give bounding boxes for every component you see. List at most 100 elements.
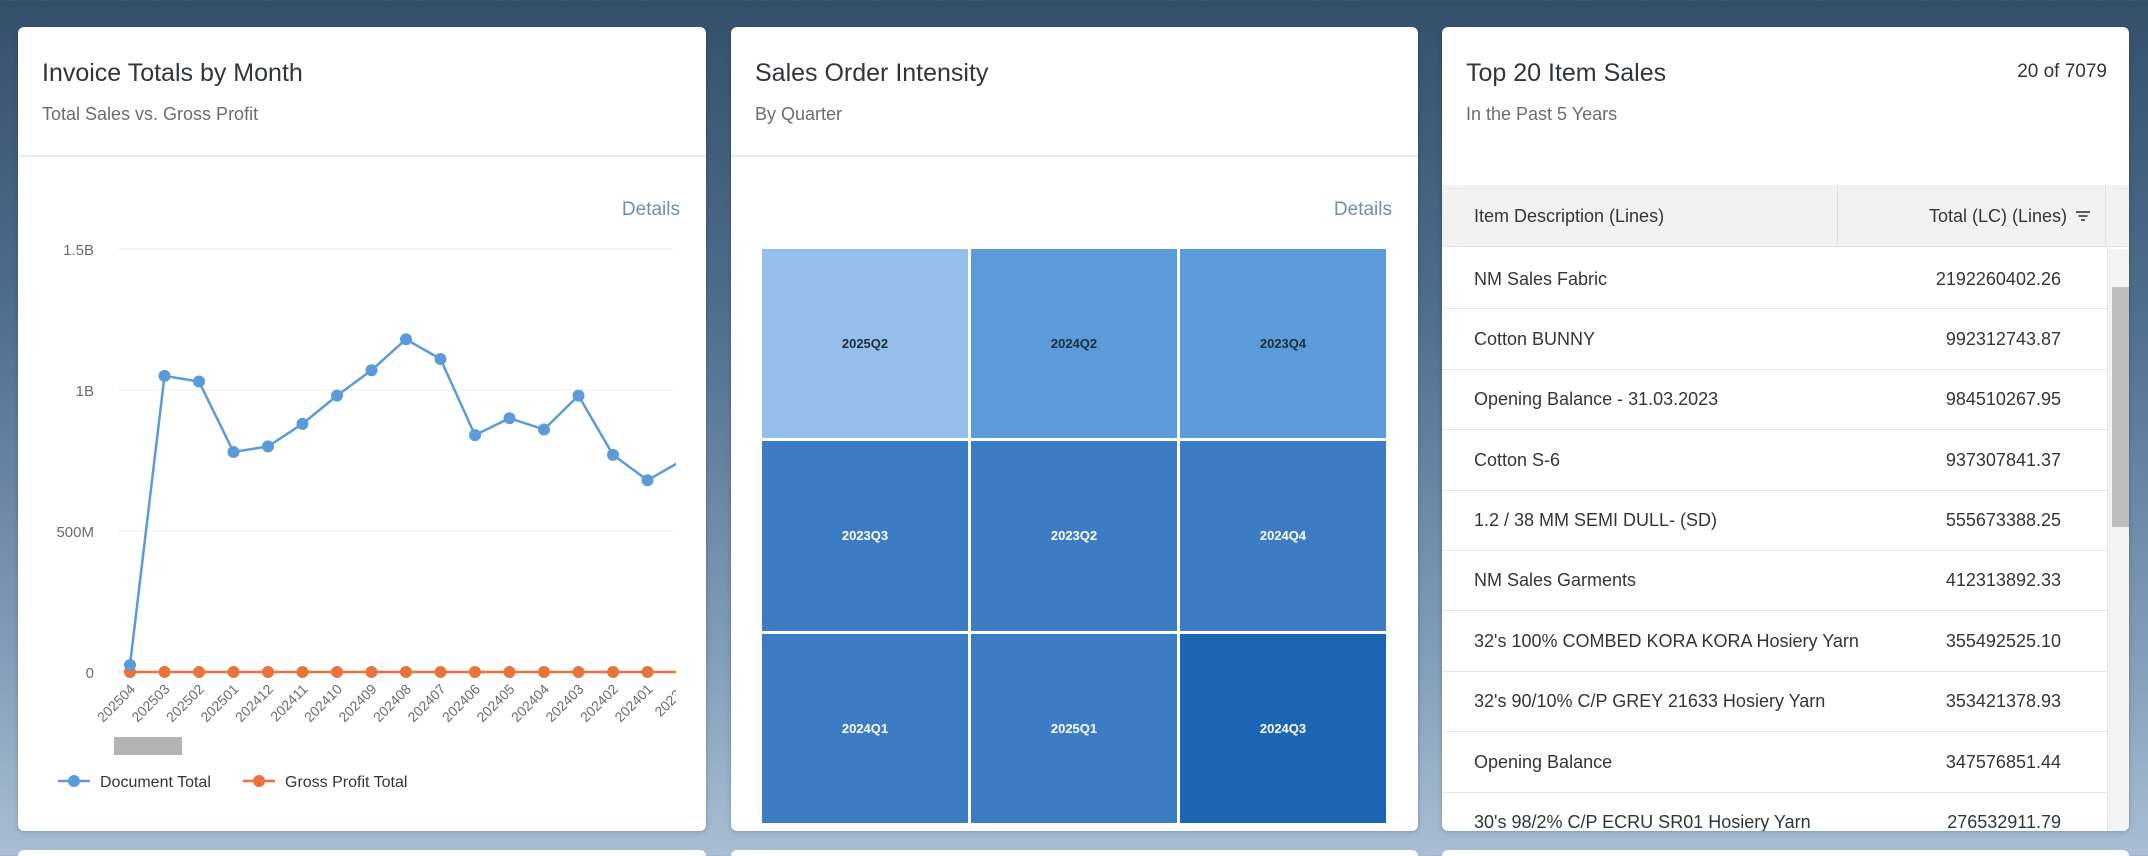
data-point bbox=[158, 666, 171, 678]
item-description-cell: Opening Balance bbox=[1474, 751, 1613, 772]
column-divider bbox=[1837, 185, 1838, 247]
quarter-heatmap: 2025Q2 2024Q2 2023Q4 2023Q3 2023Q2 2024Q4 2024… bbox=[762, 249, 1386, 823]
invoice-line-chart: 1.5B 1B 500M 020250420250320250220250120241… bbox=[56, 242, 690, 791]
column-divider bbox=[2105, 185, 2106, 247]
intensity-card-title: Sales Order Intensity bbox=[755, 59, 989, 87]
data-point bbox=[503, 666, 516, 678]
item-description-cell: 30's 98/2% C/P ECRU SR01 Hosiery Yarn bbox=[1474, 812, 1811, 831]
data-point bbox=[124, 658, 136, 671]
table-row[interactable]: Cotton S-6 937307841.37 bbox=[1442, 430, 2107, 491]
series-line bbox=[128, 337, 676, 666]
column-header-item-description[interactable]: Item Description (Lines) bbox=[1474, 206, 1665, 226]
data-point bbox=[365, 364, 378, 377]
data-point bbox=[572, 389, 585, 402]
x-axis-scroll-indicator bbox=[114, 737, 182, 755]
data-point bbox=[400, 333, 412, 346]
y-tick-label: 1B bbox=[76, 383, 94, 400]
column-header-total[interactable]: Total (LC) (Lines) bbox=[1928, 206, 2067, 226]
data-point bbox=[262, 666, 274, 678]
item-sales-table-body: NM Sales Fabric 2192260402.26 Cotton BUNNY… bbox=[1442, 249, 2107, 831]
bottom-card-middle bbox=[731, 850, 1418, 856]
data-point bbox=[331, 666, 343, 678]
top-items-card-header: Top 20 Item Sales In the Past 5 Years 20… bbox=[1442, 27, 2129, 157]
table-row[interactable]: 32's 90/10% C/P GREY 21633 Hosiery Yarn 3… bbox=[1442, 672, 2107, 733]
legend-item: Document Total bbox=[58, 774, 211, 791]
y-tick-label: 0 bbox=[86, 665, 94, 682]
invoice-details-link[interactable]: Details bbox=[621, 199, 680, 220]
bottom-card-right bbox=[1442, 850, 2129, 856]
table-row[interactable]: 30's 98/2% C/P ECRU SR01 Hosiery Yarn 276… bbox=[1442, 793, 2107, 831]
item-description-cell: Cotton S-6 bbox=[1474, 449, 1561, 470]
heatmap-cell-2024q3[interactable]: 2024Q3 bbox=[1180, 633, 1386, 823]
plot-area bbox=[124, 333, 688, 678]
data-point bbox=[193, 666, 205, 678]
table-row[interactable]: Opening Balance 347576851.44 bbox=[1442, 732, 2107, 793]
y-tick-label: 1.5B bbox=[63, 242, 94, 259]
invoice-card-subtitle: Total Sales vs. Gross Profit bbox=[42, 104, 259, 124]
item-description-cell: Cotton BUNNY bbox=[1474, 328, 1596, 349]
x-tick-label: 202412 bbox=[232, 681, 276, 725]
heatmap-cell-2024q2[interactable]: 2024Q2 bbox=[971, 249, 1177, 439]
intensity-details-link[interactable]: Details bbox=[1333, 199, 1392, 220]
heatmap-cell-2025q1[interactable]: 2025Q1 bbox=[971, 633, 1177, 823]
data-point bbox=[193, 375, 205, 388]
heatmap-cell-2023q4[interactable]: 2023Q4 bbox=[1180, 249, 1386, 439]
data-point bbox=[227, 446, 240, 459]
data-point bbox=[641, 474, 654, 487]
legend-item: Gross Profit Total bbox=[243, 774, 407, 791]
invoice-card-header: Invoice Totals by Month Total Sales vs. … bbox=[18, 27, 706, 157]
data-point bbox=[296, 417, 309, 430]
data-point bbox=[641, 666, 654, 678]
heatmap-cell-2024q1[interactable]: 2024Q1 bbox=[762, 633, 968, 823]
data-point bbox=[538, 423, 550, 436]
total-cell: 937307841.37 bbox=[1945, 449, 2061, 470]
data-point bbox=[676, 666, 688, 678]
scrollbar-thumb[interactable] bbox=[2112, 287, 2129, 527]
total-cell: 992312743.87 bbox=[1945, 328, 2061, 349]
data-point bbox=[469, 429, 481, 442]
table-scrollbar[interactable] bbox=[2107, 249, 2129, 831]
data-point bbox=[158, 369, 171, 382]
data-point bbox=[227, 666, 240, 678]
data-point bbox=[434, 666, 447, 678]
table-row[interactable]: 1.2 / 38 MM SEMI DULL- (SD) 555673388.25 bbox=[1442, 491, 2107, 551]
item-description-cell: NM Sales Garments bbox=[1474, 570, 1637, 591]
total-cell: 412313892.33 bbox=[1945, 570, 2061, 591]
total-cell: 347576851.44 bbox=[1945, 751, 2061, 772]
intensity-card-header: Sales Order Intensity By Quarter bbox=[731, 27, 1418, 157]
heatmap-cell-2023q2[interactable]: 2023Q2 bbox=[971, 441, 1177, 631]
bottom-card-left bbox=[18, 850, 706, 856]
item-count: 20 of 7079 bbox=[2017, 61, 2107, 82]
table-row[interactable]: NM Sales Fabric 2192260402.26 bbox=[1442, 249, 2107, 310]
data-point bbox=[469, 666, 481, 678]
total-cell: 555673388.25 bbox=[1945, 510, 2061, 531]
x-axis-labels: 2025042025032025022025012024122024112024… bbox=[94, 681, 690, 725]
total-cell: 984510267.95 bbox=[1945, 389, 2061, 410]
top-items-card-title: Top 20 Item Sales bbox=[1466, 59, 1667, 87]
table-row[interactable]: Cotton BUNNY 992312743.87 bbox=[1442, 309, 2107, 370]
item-description-cell: NM Sales Fabric bbox=[1474, 268, 1608, 289]
table-row[interactable]: NM Sales Garments 412313892.33 bbox=[1442, 551, 2107, 612]
table-row[interactable]: 32's 100% COMBED KORA KORA Hosiery Yarn 3… bbox=[1442, 611, 2107, 672]
data-point bbox=[676, 455, 688, 467]
total-cell: 2192260402.26 bbox=[1935, 268, 2061, 289]
x-tick-label: 20231 bbox=[651, 681, 690, 720]
sort-icon[interactable] bbox=[2075, 208, 2091, 224]
data-point bbox=[400, 666, 412, 678]
total-cell: 276532911.79 bbox=[1947, 812, 2061, 831]
sales-order-intensity-card: Sales Order Intensity By Quarter Details… bbox=[731, 27, 1418, 831]
table-row[interactable]: Opening Balance - 31.03.2023 984510267.95 bbox=[1442, 370, 2107, 431]
data-point bbox=[262, 440, 274, 453]
legend-marker bbox=[68, 775, 80, 787]
total-cell: 353421378.93 bbox=[1945, 691, 2061, 712]
heatmap-cell-2024q4[interactable]: 2024Q4 bbox=[1180, 441, 1386, 631]
data-point bbox=[365, 666, 378, 678]
legend-marker bbox=[253, 775, 265, 787]
heatmap-cell-2023q3[interactable]: 2023Q3 bbox=[762, 441, 968, 631]
data-point bbox=[538, 666, 550, 678]
item-description-cell: 1.2 / 38 MM SEMI DULL- (SD) bbox=[1474, 510, 1718, 531]
legend-label: Gross Profit Total bbox=[285, 774, 407, 791]
invoice-totals-card: Invoice Totals by Month Total Sales vs. … bbox=[18, 27, 706, 831]
invoice-card-title: Invoice Totals by Month bbox=[42, 59, 303, 87]
heatmap-cell-2025q2[interactable]: 2025Q2 bbox=[762, 249, 968, 439]
